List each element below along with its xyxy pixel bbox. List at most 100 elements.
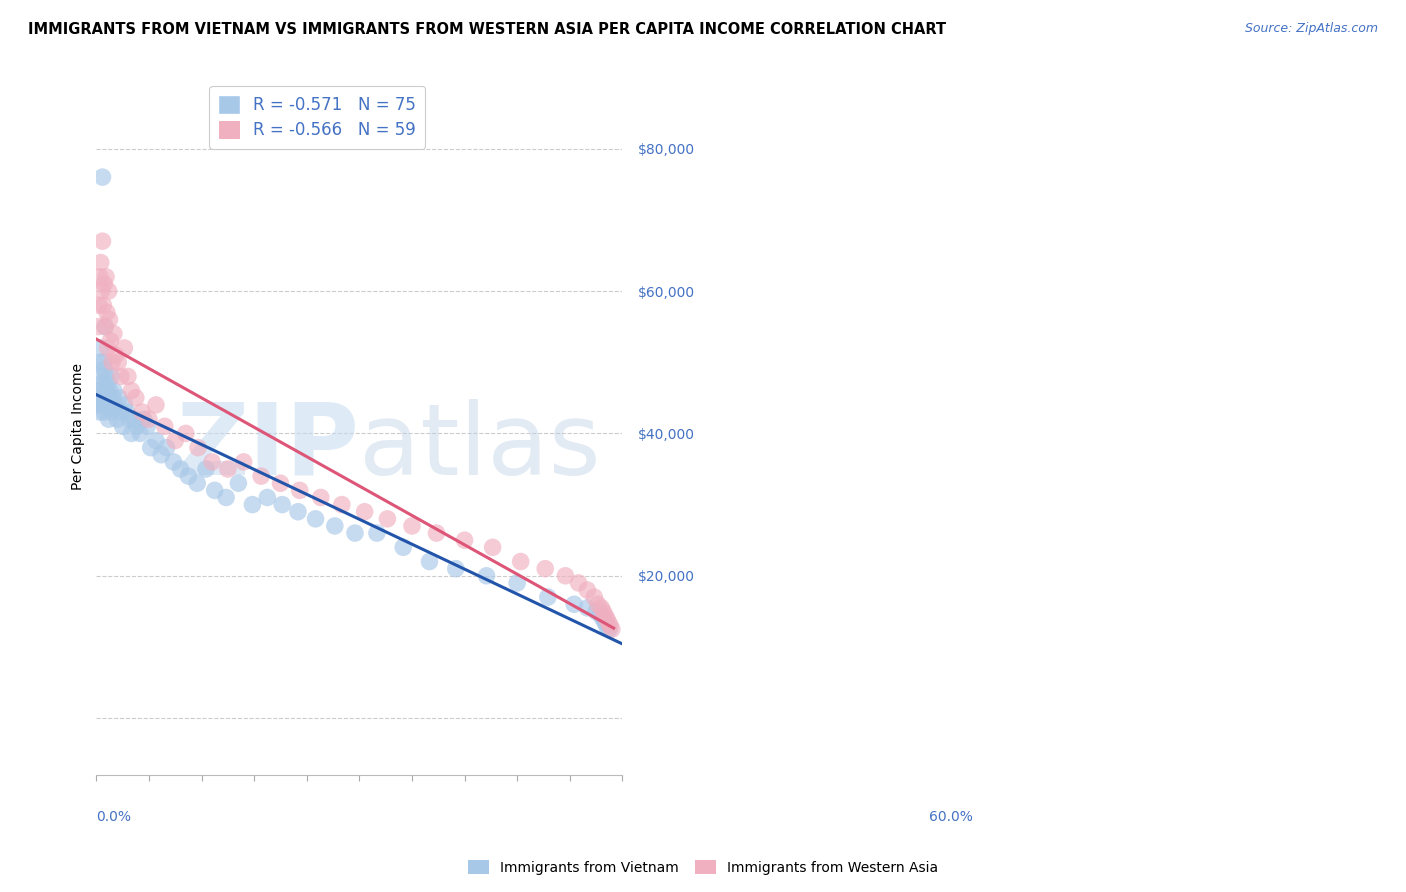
Point [90,284,112,298]
Point [104,348,127,362]
Point [105,412,128,426]
Point [537,590,560,604]
Point [110,369,132,384]
Point [475,569,498,583]
Point [562,597,585,611]
Point [287,505,309,519]
Point [150,448,173,462]
Point [217,462,239,476]
Point [97,284,120,298]
Point [567,575,589,590]
Point [107,355,129,369]
Text: 60.0%: 60.0% [929,810,973,824]
Point [96,391,118,405]
Point [89,269,111,284]
Text: Source: ZipAtlas.com: Source: ZipAtlas.com [1244,22,1378,36]
Point [162,455,184,469]
Point [98,384,121,398]
Point [201,455,224,469]
Point [228,476,250,491]
Point [155,441,177,455]
Point [90,255,112,269]
Point [136,419,159,434]
Point [444,562,467,576]
Point [108,391,131,405]
Point [94,384,117,398]
Point [534,562,557,576]
Point [91,398,114,412]
Point [94,319,117,334]
Point [89,355,111,369]
Point [91,234,114,248]
Point [100,398,122,412]
Point [598,622,620,636]
Point [506,575,529,590]
Point [104,398,127,412]
Point [120,384,142,398]
Point [87,398,110,412]
Point [169,462,191,476]
Point [94,319,117,334]
Point [271,498,294,512]
Point [377,512,399,526]
Point [599,618,621,632]
Point [101,405,124,419]
Point [165,434,187,448]
Point [103,384,125,398]
Point [90,376,112,391]
Point [591,600,613,615]
Point [215,491,238,505]
Point [153,419,176,434]
Point [120,426,142,441]
Point [111,419,134,434]
Point [97,376,120,391]
Point [96,305,118,319]
Point [595,618,617,632]
Point [89,405,111,419]
Point [343,526,366,541]
Point [401,519,423,533]
Point [94,369,117,384]
Point [250,469,273,483]
Point [97,341,120,355]
Point [576,600,599,615]
Point [90,369,112,384]
Point [90,391,112,405]
Point [125,419,148,434]
Point [453,533,475,548]
Point [304,512,326,526]
Point [194,462,217,476]
Point [598,615,620,629]
Point [593,615,616,629]
Point [589,607,612,622]
Point [509,555,531,569]
Point [592,604,614,618]
Point [94,269,117,284]
Point [392,541,415,555]
Point [103,326,125,341]
Point [93,277,115,291]
Point [576,582,599,597]
Point [242,498,264,512]
Point [112,398,135,412]
Point [117,369,139,384]
Point [585,604,607,618]
Point [139,441,162,455]
Text: atlas: atlas [360,399,600,496]
Point [232,455,254,469]
Y-axis label: Per Capita Income: Per Capita Income [72,363,86,490]
Legend: R = -0.571   N = 75, R = -0.566   N = 59: R = -0.571 N = 75, R = -0.566 N = 59 [209,86,426,149]
Point [592,611,614,625]
Point [204,483,226,498]
Legend: Immigrants from Vietnam, Immigrants from Western Asia: Immigrants from Vietnam, Immigrants from… [463,855,943,880]
Point [93,362,115,376]
Point [94,398,117,412]
Point [100,334,122,348]
Point [600,622,623,636]
Point [187,441,209,455]
Point [586,597,609,611]
Point [115,405,138,419]
Point [91,170,114,185]
Point [90,341,112,355]
Point [100,369,122,384]
